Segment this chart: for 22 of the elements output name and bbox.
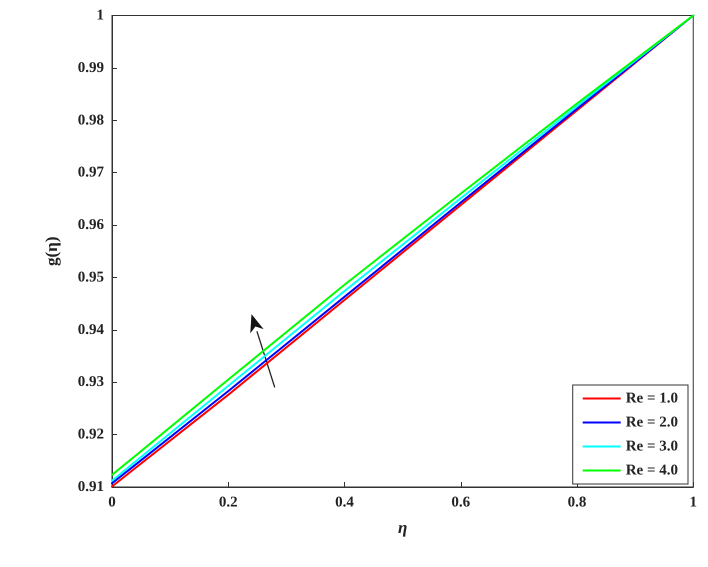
y-tick-label: 0.97 — [78, 164, 104, 181]
y-tick-label: 0.95 — [78, 269, 104, 286]
y-tick-label: 0.96 — [78, 217, 104, 234]
y-tick-label: 0.98 — [78, 112, 104, 128]
legend-label: Re = 1.0 — [626, 390, 678, 406]
legend-label: Re = 2.0 — [626, 414, 678, 430]
y-tick-label: 0.93 — [78, 374, 104, 390]
y-axis-title: g(η) — [42, 236, 61, 266]
x-axis-title: η — [398, 518, 408, 537]
x-tick-label: 0 — [108, 494, 116, 510]
x-tick-label: 0.6 — [451, 494, 471, 510]
legend-label: Re = 4.0 — [626, 462, 678, 478]
x-tick-label: 0.8 — [568, 494, 586, 510]
y-tick-label: 0.92 — [78, 426, 104, 443]
y-tick-label: 0.91 — [78, 479, 104, 495]
y-tick-label: 0.99 — [78, 60, 104, 76]
legend-label: Re = 3.0 — [626, 438, 678, 454]
x-tick-label: 0.2 — [218, 494, 238, 510]
x-tick-label: 0.4 — [335, 494, 354, 510]
x-tick-label: 1 — [690, 494, 697, 510]
y-tick-label: 1 — [96, 8, 104, 24]
y-tick-label: 0.94 — [78, 322, 104, 338]
